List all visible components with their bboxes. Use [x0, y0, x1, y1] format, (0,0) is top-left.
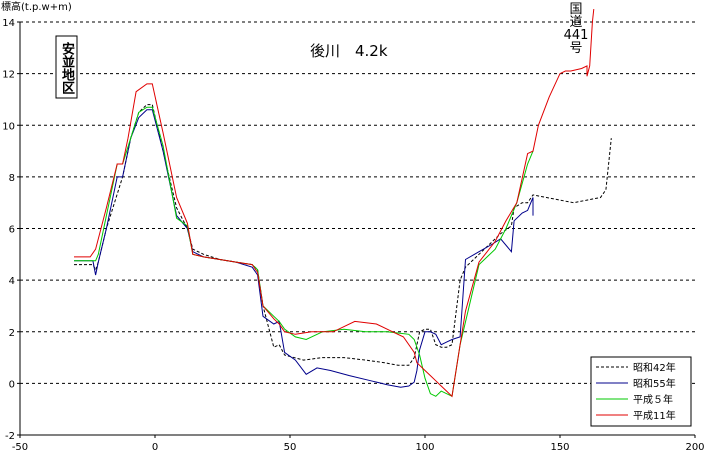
tick-labels: -2 0 2 4 6 8 10 12 14 -50 0 50 100 150 200 [2, 18, 704, 453]
x-tick-label: 100 [415, 442, 434, 453]
series-line-1 [74, 104, 612, 366]
y-tick-label: 0 [9, 379, 15, 390]
x-tick-label: -50 [12, 442, 28, 453]
legend-label-3: 平成５年 [633, 393, 673, 406]
series-line-2 [74, 109, 534, 388]
district-label: 安並地区 [59, 41, 75, 95]
y-tick-label: 12 [2, 70, 15, 81]
legend-label-2: 昭和55年 [633, 377, 676, 390]
x-tick-label: 0 [152, 442, 158, 453]
y-tick-label: 10 [2, 121, 15, 132]
legend-label-1: 昭和42年 [633, 361, 676, 374]
y-tick-label: 14 [2, 18, 15, 29]
x-tick-label: 50 [284, 442, 297, 453]
road-label-part: 国 [569, 2, 582, 17]
chart-title: 後川 4.2k [310, 42, 388, 60]
legend-label-4: 平成11年 [633, 409, 676, 422]
series-line-3 [74, 106, 534, 398]
series-line-4 [74, 9, 595, 398]
road-label-part: 号 [569, 41, 582, 56]
y-tick-label: 6 [9, 225, 15, 236]
y-tick-label: 4 [9, 276, 15, 287]
x-tick-label: 150 [550, 442, 569, 453]
x-tick-label: 200 [685, 442, 704, 453]
y-axis-label: 標高(t.p.w+m) [1, 0, 72, 13]
y-tick-label: 8 [9, 173, 15, 184]
y-tick-label: 2 [9, 328, 15, 339]
road-label-part: 道 [569, 15, 582, 30]
grid-lines [20, 21, 695, 384]
series-lines [74, 9, 612, 398]
road-label-part: 441 [564, 28, 589, 43]
y-tick-label: -2 [5, 431, 15, 442]
district-annotation: 安並地区 [55, 35, 78, 99]
